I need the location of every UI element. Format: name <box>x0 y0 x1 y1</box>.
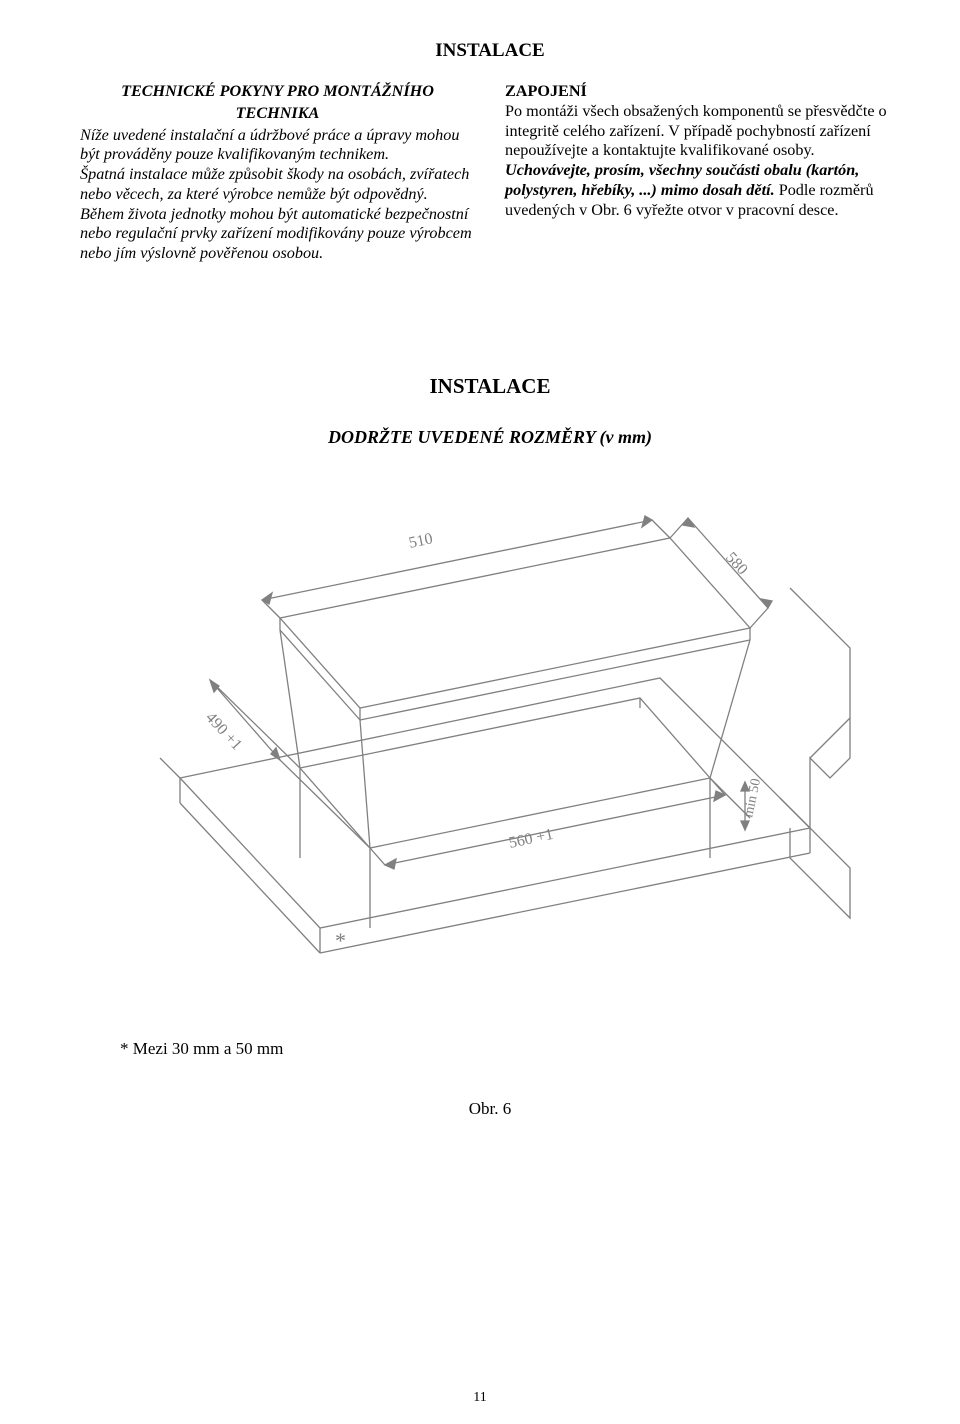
left-heading-line2: TECHNIKA <box>80 104 475 124</box>
dim-510: 510 <box>407 530 434 552</box>
right-text-1: Po montáži všech obsažených komponentů s… <box>505 102 887 160</box>
sub-title: DODRŽTE UVEDENÉ ROZMĚRY (v mm) <box>80 427 900 448</box>
mid-title: INSTALACE <box>80 374 900 399</box>
right-column: ZAPOJENÍ Po montáži všech obsažených kom… <box>505 82 900 264</box>
footnote: * Mezi 30 mm a 50 mm <box>120 1039 900 1059</box>
page-title: INSTALACE <box>80 40 900 62</box>
diagram-svg: 580 510 490 +1 560 +1 min 50 * <box>110 458 870 1018</box>
left-heading-line1: TECHNICKÉ POKYNY PRO MONTÁŽNÍHO <box>80 82 475 102</box>
right-heading: ZAPOJENÍ <box>505 82 900 102</box>
installation-diagram: 580 510 490 +1 560 +1 min 50 * <box>110 458 870 1023</box>
left-paragraph: Níže uvedené instalační a údržbové práce… <box>80 126 475 264</box>
figure-caption: Obr. 6 <box>80 1099 900 1119</box>
page-number: 11 <box>0 1390 960 1406</box>
asterisk-marker: * <box>335 928 346 953</box>
dim-580: 580 <box>722 549 751 578</box>
columns: TECHNICKÉ POKYNY PRO MONTÁŽNÍHO TECHNIKA… <box>80 82 900 264</box>
left-column: TECHNICKÉ POKYNY PRO MONTÁŽNÍHO TECHNIKA… <box>80 82 475 264</box>
dim-490: 490 +1 <box>202 709 245 754</box>
